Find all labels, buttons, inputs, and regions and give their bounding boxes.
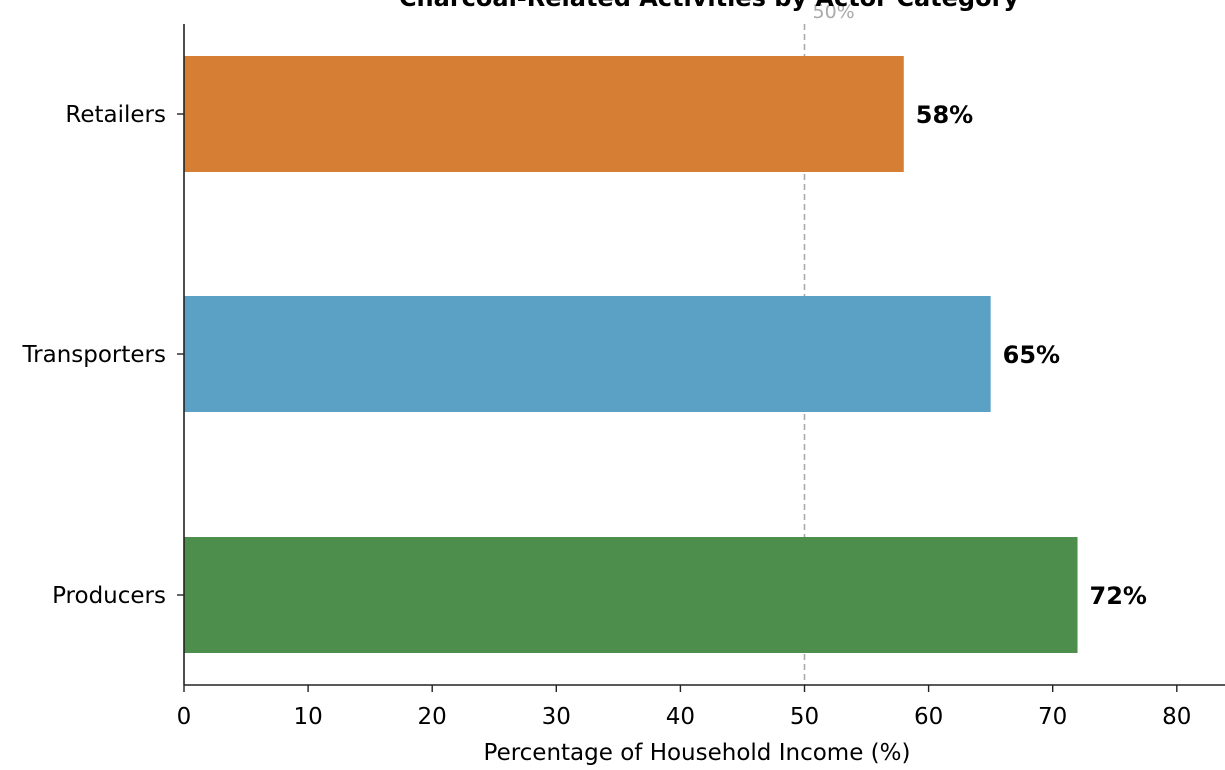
value-label-retailers: 58% — [916, 101, 973, 129]
x-tick-label: 50 — [790, 704, 819, 730]
chart-title: Charcoal-Related Activities by Actor Cat… — [399, 0, 1019, 12]
value-label-producers: 72% — [1090, 582, 1147, 610]
bar-producers — [184, 537, 1078, 653]
bars-layer — [184, 56, 1078, 653]
reference-line-label: 50% — [813, 1, 855, 23]
value-labels-layer: 72% 65% 58% — [916, 101, 1147, 610]
x-tick-label: 60 — [914, 704, 943, 730]
x-tick-label: 40 — [666, 704, 695, 730]
y-ticks-layer: Producers Transporters Retailers — [21, 102, 184, 609]
x-tick-label: 10 — [293, 704, 322, 730]
bar-transporters — [184, 296, 991, 412]
y-tick-label-retailers: Retailers — [65, 102, 166, 128]
y-tick-label-transporters: Transporters — [21, 342, 166, 368]
x-tick-label: 70 — [1038, 704, 1067, 730]
x-tick-label: 20 — [418, 704, 447, 730]
x-tick-label: 30 — [542, 704, 571, 730]
value-label-transporters: 65% — [1003, 341, 1060, 369]
x-tick-label: 80 — [1162, 704, 1191, 730]
x-axis-label: Percentage of Household Income (%) — [484, 740, 911, 766]
x-tick-label: 0 — [177, 704, 192, 730]
bar-retailers — [184, 56, 904, 172]
x-ticks-layer: 0 10 20 30 40 50 60 70 80 — [177, 685, 1191, 730]
y-tick-label-producers: Producers — [52, 583, 166, 609]
